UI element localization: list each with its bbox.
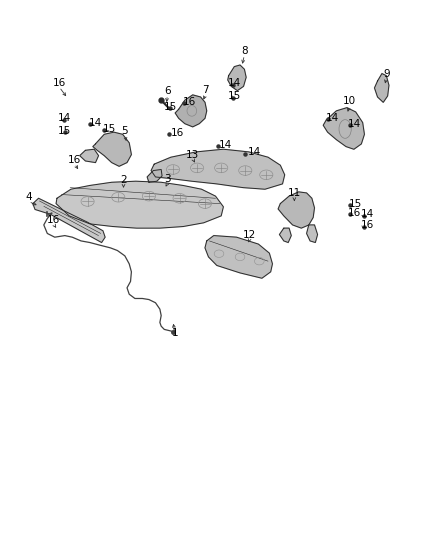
Text: 5: 5 (121, 126, 128, 135)
Polygon shape (228, 65, 246, 91)
Polygon shape (278, 192, 314, 228)
Text: 16: 16 (183, 98, 196, 107)
Text: 14: 14 (88, 118, 102, 127)
Text: 16: 16 (361, 220, 374, 230)
Text: 15: 15 (103, 124, 116, 134)
Text: 1: 1 (172, 328, 179, 338)
Text: 16: 16 (171, 128, 184, 138)
Text: 15: 15 (349, 199, 362, 208)
Text: 16: 16 (348, 208, 361, 218)
Polygon shape (374, 74, 389, 102)
Text: 2: 2 (120, 175, 127, 184)
Text: 7: 7 (202, 85, 209, 94)
Polygon shape (80, 149, 99, 163)
Text: 14: 14 (348, 119, 361, 128)
Text: 14: 14 (361, 209, 374, 219)
Text: 14: 14 (219, 140, 232, 150)
Polygon shape (151, 149, 285, 189)
Text: 16: 16 (53, 78, 66, 87)
Polygon shape (323, 108, 364, 149)
Text: 14: 14 (228, 78, 241, 88)
Text: 12: 12 (243, 230, 256, 239)
Text: 16: 16 (47, 215, 60, 224)
Polygon shape (307, 225, 318, 243)
Text: 4: 4 (25, 192, 32, 202)
Text: 15: 15 (228, 91, 241, 101)
Polygon shape (56, 181, 223, 228)
Text: 15: 15 (164, 102, 177, 111)
Text: 15: 15 (58, 126, 71, 135)
Polygon shape (33, 198, 105, 243)
Text: 10: 10 (343, 96, 356, 106)
Text: 11: 11 (288, 188, 301, 198)
Text: 16: 16 (68, 155, 81, 165)
Text: 9: 9 (383, 69, 390, 78)
Text: 6: 6 (164, 86, 171, 95)
Polygon shape (205, 236, 272, 278)
Text: 8: 8 (241, 46, 248, 55)
Polygon shape (147, 169, 162, 182)
Text: 14: 14 (325, 114, 339, 123)
Text: 3: 3 (164, 174, 171, 183)
Text: 14: 14 (58, 114, 71, 123)
Text: 13: 13 (186, 150, 199, 159)
Polygon shape (93, 132, 131, 166)
Polygon shape (279, 228, 291, 243)
Text: 14: 14 (247, 148, 261, 157)
Polygon shape (175, 95, 207, 127)
